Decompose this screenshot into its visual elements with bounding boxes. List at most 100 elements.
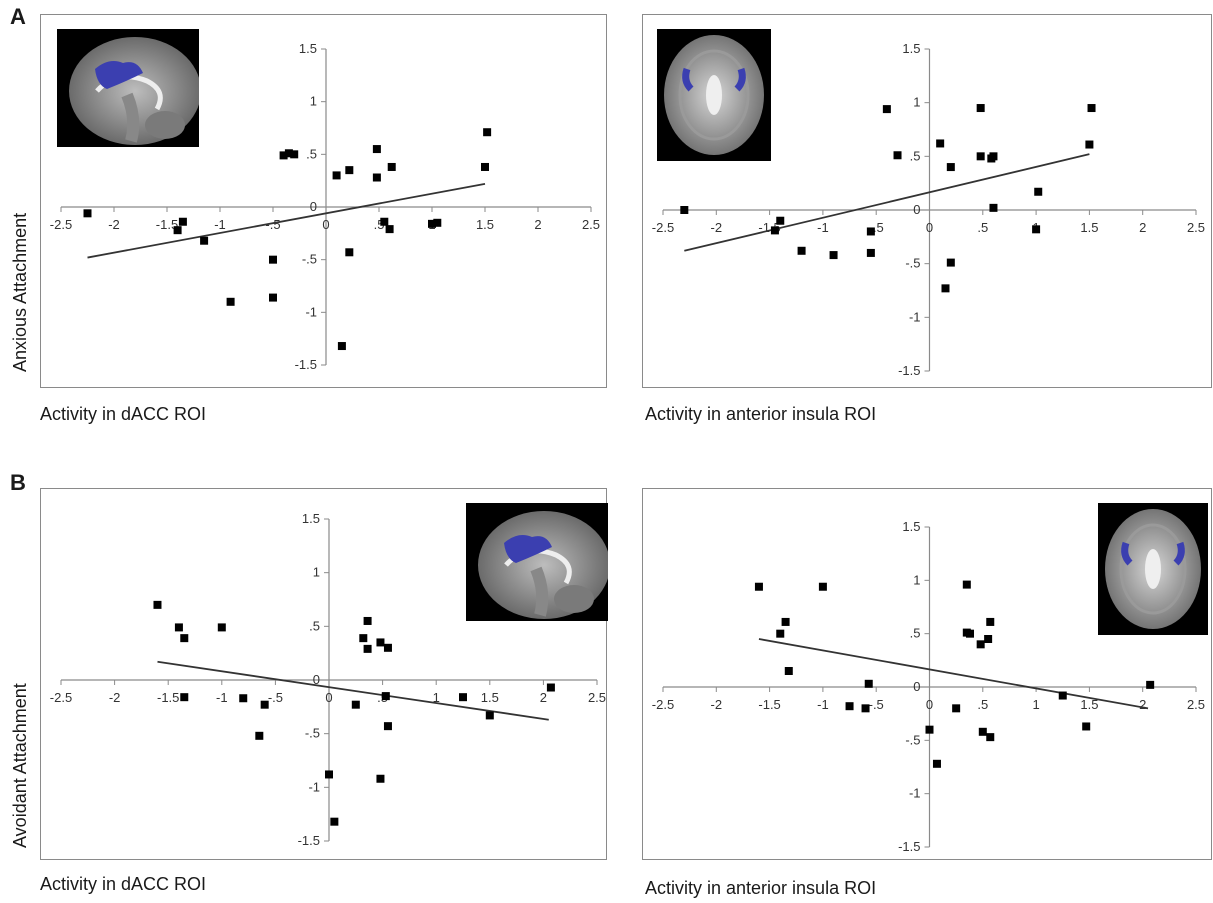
- scatter-point: [481, 162, 489, 171]
- y-tick-label: -1.5: [298, 833, 320, 848]
- x-tick-label: 2.5: [1187, 220, 1205, 235]
- scatter-point: [383, 643, 392, 652]
- scatter-point: [986, 617, 995, 626]
- scatter-point: [797, 246, 806, 255]
- y-tick-label: 0: [913, 679, 920, 694]
- x-tick-label: -2: [109, 690, 121, 705]
- scatter-point: [217, 623, 226, 632]
- scatter-point: [381, 692, 390, 701]
- scatter-point: [260, 700, 269, 709]
- scatter-point: [387, 162, 396, 171]
- x-tick-label: 1: [433, 690, 440, 705]
- scatter-point: [83, 209, 92, 218]
- scatter-point: [385, 225, 394, 234]
- scatter-point: [546, 683, 555, 692]
- scatter-point: [483, 128, 492, 137]
- x-tick-label: -2.5: [652, 220, 674, 235]
- y-tick-label: 1: [913, 95, 920, 110]
- scatter-chart-avoidant-insula: -2.5 -2 -1.5 -1 -.5 0 .5 1 1.5 2 2.5 -1.5 -1 -.5 0 .5 1 1…: [642, 488, 1212, 860]
- scatter-point: [864, 679, 873, 688]
- scatter-point: [433, 218, 442, 227]
- scatter-point: [861, 704, 870, 713]
- y-tick-label: -1: [909, 786, 921, 801]
- scatter-point: [754, 582, 763, 591]
- scatter-point: [986, 733, 995, 742]
- scatter-chart-avoidant-dacc: -2.5-2-1.5-1-.50.511.522.5-1.5-1-.50.511…: [40, 488, 608, 860]
- axial-brain-image: [1098, 503, 1208, 635]
- x-tick-label: -2: [711, 220, 723, 235]
- ylabel-avoidant-attachment: Avoidant Attachment: [10, 683, 30, 848]
- scatter-point: [345, 248, 354, 257]
- x-tick-label: -1: [216, 690, 228, 705]
- trendline: [758, 638, 1149, 710]
- scatter-point: [1087, 104, 1096, 113]
- x-tick-label: .5: [977, 220, 988, 235]
- y-tick-label: 1.5: [902, 519, 920, 534]
- x-tick-label: -1: [214, 217, 226, 232]
- y-tick-label: .5: [910, 148, 921, 163]
- panel-label-b: B: [10, 470, 26, 495]
- y-tick-label: 0: [310, 199, 317, 214]
- x-tick-label: -2.5: [50, 217, 72, 232]
- scatter-point: [255, 731, 264, 740]
- scatter-point: [269, 293, 277, 302]
- trendline: [157, 660, 549, 721]
- x-tick-label: -1.5: [157, 690, 179, 705]
- scatter-point: [332, 171, 341, 180]
- scatter-point: [976, 640, 985, 649]
- scatter-point: [966, 629, 975, 638]
- y-tick-label: -1: [909, 309, 921, 324]
- x-tick-label: 2.5: [1187, 697, 1205, 712]
- x-tick-label: 0: [926, 220, 933, 235]
- panel-label-a: A: [10, 4, 26, 29]
- scatter-point: [976, 152, 985, 161]
- x-tick-label: 2: [1139, 697, 1146, 712]
- x-tick-label: 2: [1139, 220, 1146, 235]
- xlabel-b-insula: Activity in anterior insula ROI: [645, 878, 877, 898]
- x-tick-label: 1.5: [476, 217, 494, 232]
- scatter-point: [269, 255, 277, 264]
- scatter-point: [845, 702, 854, 711]
- x-tick-label: 1.5: [481, 690, 499, 705]
- scatter-point: [1085, 140, 1094, 149]
- scatter-point: [1058, 691, 1067, 700]
- y-tick-label: 0: [313, 672, 320, 687]
- scatter-point: [829, 251, 838, 260]
- y-tick-label: -1.5: [898, 363, 920, 378]
- scatter-point: [376, 774, 385, 783]
- x-tick-label: -1: [817, 697, 829, 712]
- plot-area: -2.5-2-1.5-1-.50.511.522.5-1.5-1-.50.511…: [50, 511, 606, 848]
- scatter-point: [989, 203, 998, 212]
- x-tick-label: 1: [1032, 697, 1039, 712]
- x-tick-label: -2.5: [50, 690, 72, 705]
- y-tick-label: -.5: [305, 726, 320, 741]
- scatter-point: [180, 693, 189, 702]
- scatter-point: [784, 667, 793, 675]
- x-tick-label: 0: [926, 697, 933, 712]
- scatter-point: [932, 759, 941, 768]
- scatter-point: [226, 297, 235, 306]
- y-tick-label: 1.5: [902, 41, 920, 56]
- y-tick-label: -.5: [302, 252, 317, 267]
- sagittal-brain-image: [466, 503, 608, 621]
- scatter-point: [941, 284, 950, 293]
- y-tick-label: 1.5: [302, 511, 320, 526]
- scatter-point: [180, 634, 189, 643]
- scatter-point: [372, 173, 381, 182]
- scatter-point: [976, 104, 985, 113]
- scatter-point: [485, 711, 494, 720]
- x-tick-label: -2: [711, 697, 723, 712]
- scatter-point: [351, 700, 360, 709]
- xlabel-a-insula: Activity in anterior insula ROI: [645, 404, 877, 424]
- trendline: [684, 153, 1090, 252]
- scatter-point: [178, 217, 187, 226]
- x-tick-label: -1: [817, 220, 829, 235]
- x-tick-label: -.5: [869, 697, 884, 712]
- y-tick-label: -1.5: [898, 839, 920, 854]
- x-tick-label: .5: [977, 697, 988, 712]
- scatter-point: [173, 226, 182, 235]
- x-tick-label: 2: [540, 690, 547, 705]
- x-tick-label: 2.5: [588, 690, 606, 705]
- plot-area: -2.5-2-1.5-1-.50.511.522.5-1.5-1-.50.511…: [50, 41, 600, 372]
